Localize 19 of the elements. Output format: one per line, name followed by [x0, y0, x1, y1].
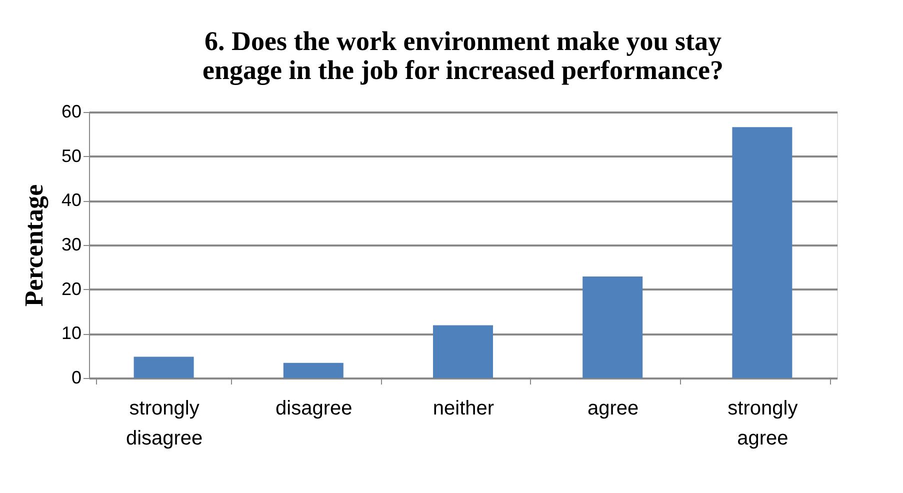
y-tick-label: 50	[61, 146, 82, 166]
chart-title: 6. Does the work environment make you stay engage in the job for increased performance?	[202, 26, 724, 85]
bar	[134, 356, 194, 378]
y-tick-label: 0	[71, 368, 82, 388]
x-tick-label: strongly disagree	[126, 398, 203, 450]
bar	[582, 276, 643, 378]
y-tick-label: 20	[61, 278, 82, 299]
y-tick-label: 40	[61, 190, 82, 210]
x-tick-label: strongly agree	[728, 398, 798, 450]
y-tick-label: 10	[61, 323, 82, 344]
x-tick-label: neither	[432, 398, 494, 420]
bar	[283, 362, 344, 378]
bar	[732, 127, 792, 378]
x-tick-label: agree	[588, 398, 639, 420]
y-tick-label: 60	[61, 102, 82, 122]
bar	[433, 325, 493, 378]
y-axis-title: Percentage	[19, 184, 48, 307]
x-tick-label: disagree	[276, 398, 352, 420]
y-tick-label: 30	[61, 234, 82, 254]
